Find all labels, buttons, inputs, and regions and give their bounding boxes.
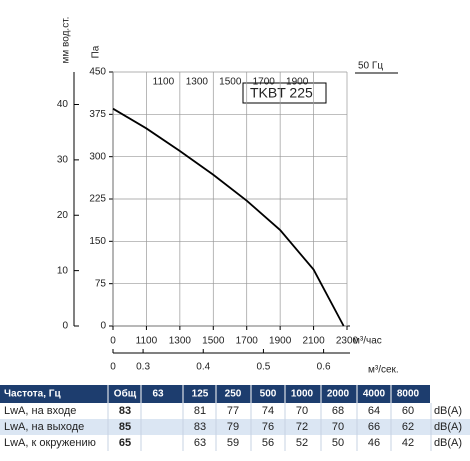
table-cell: 83: [119, 405, 131, 417]
y-label: Па: [91, 45, 102, 58]
table-cell: 70: [332, 421, 344, 433]
table-header-cell: 8000: [397, 389, 420, 400]
table-cell: 63: [194, 437, 206, 449]
curve: [112, 107, 345, 327]
y2-tick-label: 0: [62, 321, 68, 332]
table-cell: 70: [296, 405, 308, 417]
x-tick-label: 1700: [236, 336, 259, 347]
y2-tick-label: 20: [57, 210, 69, 221]
y-tick-label: 150: [89, 236, 106, 247]
table-header-cell: 250: [225, 389, 242, 400]
x2-label: м³/сек.: [368, 365, 399, 376]
x-tick-label: 1500: [202, 336, 225, 347]
table-cell: 72: [296, 421, 308, 433]
y-tick-label: 225: [89, 194, 106, 205]
table-header-cell: 500: [260, 389, 277, 400]
y2-tick-label: 30: [57, 155, 69, 166]
table-cell: 76: [262, 421, 274, 433]
y2-label: мм вод.ст.: [61, 17, 72, 64]
x-tick-label: 1100: [136, 336, 158, 347]
y-tick-label: 450: [89, 67, 106, 78]
x2-tick-label: 0.3: [136, 362, 150, 373]
table-cell: 64: [368, 405, 380, 417]
x-tick-label: 1300: [169, 336, 192, 347]
table-cell: 79: [227, 421, 239, 433]
x-top-tick-label: 1700: [253, 77, 276, 88]
x-tick-label: 0: [110, 336, 116, 347]
x2-tick-label: 0: [110, 362, 116, 373]
y-tick-label: 300: [89, 151, 106, 162]
table-cell: 59: [227, 437, 239, 449]
x2-tick-label: 0.6: [317, 362, 331, 373]
table-cell: LwA, к окружению: [4, 437, 96, 449]
table-cell: 42: [402, 437, 414, 449]
table-cell: 52: [296, 437, 308, 449]
table-cell: 66: [368, 421, 380, 433]
table-cell: 85: [119, 421, 131, 433]
y-tick-label: 75: [95, 278, 107, 289]
table-cell: 83: [194, 421, 206, 433]
table-cell: LwA, на выходе: [4, 421, 84, 433]
x-top-tick-label: 1500: [219, 77, 242, 88]
frequency-label: 50 Гц: [358, 61, 383, 72]
table-cell: 60: [402, 405, 414, 417]
table-header-cell: 63: [152, 389, 164, 400]
y2-tick-label: 10: [57, 265, 69, 276]
table-cell: 68: [332, 405, 344, 417]
table-cell: 62: [402, 421, 414, 433]
table-cell: 65: [119, 437, 131, 449]
y-tick-label: 0: [100, 321, 106, 332]
x-top-tick-label: 1100: [153, 77, 175, 88]
x-tick-label: 1900: [269, 336, 292, 347]
x-top-tick-label: 1300: [186, 77, 209, 88]
x2-tick-label: 0.4: [196, 362, 210, 373]
table-header-cell: 2000: [327, 389, 350, 400]
table-header-cell: 125: [192, 389, 209, 400]
x-tick-label: 2300: [336, 336, 359, 347]
x-label: м³/час: [353, 336, 382, 347]
title-box: [242, 82, 327, 104]
table-cell: dB(A): [434, 437, 462, 449]
chart-title: TKBT 225: [250, 85, 313, 101]
table-header-cell: 1000: [291, 389, 314, 400]
table-header-cell: Частота, Гц: [4, 389, 61, 400]
y-tick-label: 375: [89, 109, 106, 120]
table-row-bg: [0, 419, 470, 435]
table-cell: dB(A): [434, 421, 462, 433]
table-cell: 77: [227, 405, 239, 417]
x2-tick-label: 0.5: [256, 362, 270, 373]
table-cell: 74: [262, 405, 274, 417]
table-cell: LwA, на входе: [4, 405, 76, 417]
table-header-cell: 4000: [363, 389, 386, 400]
x-tick-label: 2100: [302, 336, 325, 347]
table-cell: 46: [368, 437, 380, 449]
table-cell: 50: [332, 437, 344, 449]
table-cell: 81: [194, 405, 206, 417]
table-cell: dB(A): [434, 405, 462, 417]
x-top-tick-label: 1900: [286, 77, 309, 88]
table-cell: 56: [262, 437, 274, 449]
y2-tick-label: 40: [57, 99, 69, 110]
table-header-cell: Общ: [114, 388, 137, 400]
